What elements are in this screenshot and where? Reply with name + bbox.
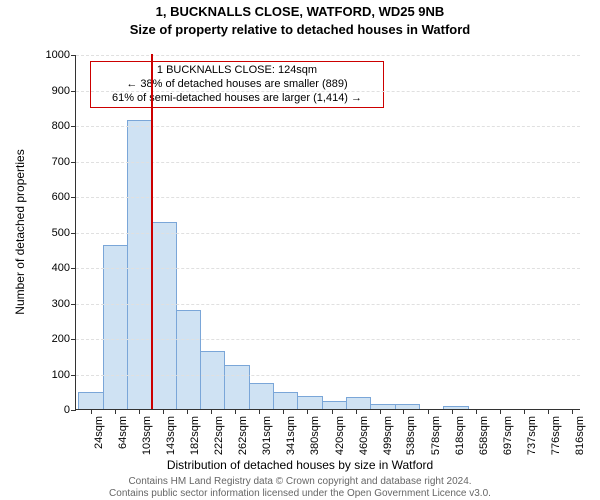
xtick-label: 737sqm xyxy=(526,416,538,466)
ytick-mark xyxy=(71,304,76,305)
ytick-label: 900 xyxy=(30,85,70,97)
xtick-label: 658sqm xyxy=(478,416,490,466)
ytick-label: 800 xyxy=(30,120,70,132)
annotation-box: 1 BUCKNALLS CLOSE: 124sqm ← 38% of detac… xyxy=(90,61,384,108)
xtick-mark xyxy=(139,409,140,414)
xtick-mark xyxy=(476,409,477,414)
xtick-mark xyxy=(187,409,188,414)
xtick-label: 776sqm xyxy=(550,416,562,466)
xtick-mark xyxy=(259,409,260,414)
xtick-label: 103sqm xyxy=(141,416,153,466)
histogram-bar xyxy=(151,222,176,409)
footer-line2: Contains public sector information licen… xyxy=(0,488,600,500)
histogram-bar xyxy=(297,396,322,409)
histogram-bar xyxy=(103,245,128,409)
annotation-line1: 1 BUCKNALLS CLOSE: 124sqm xyxy=(97,64,377,78)
histogram-bar xyxy=(322,401,347,409)
ytick-label: 600 xyxy=(30,191,70,203)
ytick-mark xyxy=(71,268,76,269)
ytick-label: 400 xyxy=(30,262,70,274)
xtick-mark xyxy=(452,409,453,414)
ytick-label: 500 xyxy=(30,227,70,239)
xtick-label: 538sqm xyxy=(405,416,417,466)
ytick-mark xyxy=(71,197,76,198)
histogram-bar xyxy=(370,404,395,409)
xtick-mark xyxy=(235,409,236,414)
xtick-mark xyxy=(524,409,525,414)
xtick-label: 182sqm xyxy=(189,416,201,466)
ytick-mark xyxy=(71,126,76,127)
chart-title-line1: 1, BUCKNALLS CLOSE, WATFORD, WD25 9NB xyxy=(0,4,600,19)
footer-attribution: Contains HM Land Registry data © Crown c… xyxy=(0,476,600,500)
histogram-bar xyxy=(273,392,298,409)
xtick-mark xyxy=(163,409,164,414)
ytick-label: 100 xyxy=(30,369,70,381)
ytick-mark xyxy=(71,375,76,376)
ytick-label: 300 xyxy=(30,298,70,310)
ytick-mark xyxy=(71,410,76,411)
ytick-label: 0 xyxy=(30,404,70,416)
xtick-mark xyxy=(307,409,308,414)
xtick-label: 380sqm xyxy=(309,416,321,466)
xtick-mark xyxy=(572,409,573,414)
xtick-mark xyxy=(91,409,92,414)
xtick-label: 420sqm xyxy=(334,416,346,466)
xtick-label: 262sqm xyxy=(237,416,249,466)
property-marker-line xyxy=(151,54,153,409)
xtick-mark xyxy=(428,409,429,414)
xtick-label: 816sqm xyxy=(574,416,586,466)
ytick-mark xyxy=(71,55,76,56)
xtick-mark xyxy=(380,409,381,414)
histogram-bar xyxy=(249,383,274,409)
ytick-mark xyxy=(71,233,76,234)
xtick-mark xyxy=(403,409,404,414)
ytick-mark xyxy=(71,339,76,340)
plot-area: 1 BUCKNALLS CLOSE: 124sqm ← 38% of detac… xyxy=(75,55,580,410)
ytick-label: 700 xyxy=(30,156,70,168)
xtick-label: 460sqm xyxy=(358,416,370,466)
histogram-bar xyxy=(443,406,468,409)
xtick-mark xyxy=(115,409,116,414)
xtick-label: 578sqm xyxy=(430,416,442,466)
ytick-mark xyxy=(71,162,76,163)
footer-line1: Contains HM Land Registry data © Crown c… xyxy=(0,476,600,488)
histogram-bar xyxy=(78,392,103,409)
xtick-mark xyxy=(332,409,333,414)
xtick-label: 697sqm xyxy=(502,416,514,466)
xtick-label: 24sqm xyxy=(93,416,105,466)
y-axis-label: Number of detached properties xyxy=(13,132,27,332)
histogram-bar xyxy=(200,351,225,409)
histogram-bar xyxy=(176,310,201,409)
histogram-bar xyxy=(346,397,371,409)
xtick-label: 222sqm xyxy=(213,416,225,466)
annotation-line2: ← 38% of detached houses are smaller (88… xyxy=(97,78,377,92)
ytick-label: 200 xyxy=(30,333,70,345)
xtick-label: 301sqm xyxy=(261,416,273,466)
annotation-line3: 61% of semi-detached houses are larger (… xyxy=(97,92,377,106)
histogram-bar xyxy=(224,365,249,409)
xtick-mark xyxy=(211,409,212,414)
xtick-mark xyxy=(500,409,501,414)
ytick-label: 1000 xyxy=(30,49,70,61)
histogram-bar xyxy=(395,404,420,409)
xtick-mark xyxy=(548,409,549,414)
xtick-label: 618sqm xyxy=(454,416,466,466)
histogram-bar xyxy=(127,120,152,409)
xtick-mark xyxy=(283,409,284,414)
chart-container: { "title_line1": "1, BUCKNALLS CLOSE, WA… xyxy=(0,0,600,500)
xtick-mark xyxy=(356,409,357,414)
ytick-mark xyxy=(71,91,76,92)
xtick-label: 341sqm xyxy=(285,416,297,466)
xtick-label: 499sqm xyxy=(382,416,394,466)
xtick-label: 64sqm xyxy=(117,416,129,466)
chart-subtitle: Size of property relative to detached ho… xyxy=(0,22,600,37)
xtick-label: 143sqm xyxy=(165,416,177,466)
